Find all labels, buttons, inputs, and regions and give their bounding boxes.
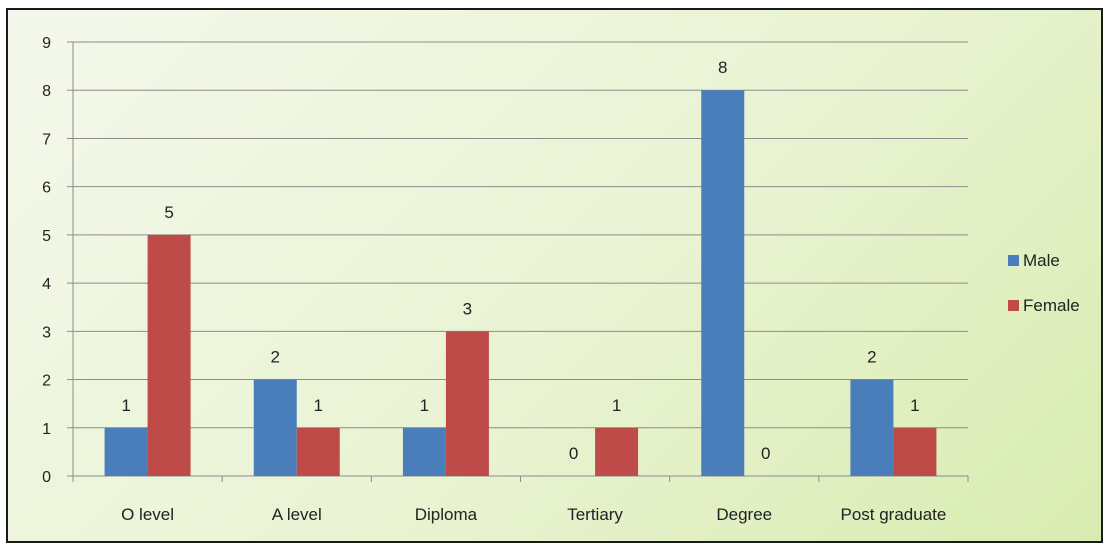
chart-frame: 0 1 2 3 4 5 6 7 8 9 O level A level Diploma Tertiary D…: [6, 8, 1103, 543]
data-label-male: 8: [718, 58, 727, 77]
bars: [104, 90, 937, 476]
y-tick-label: 5: [42, 228, 51, 245]
y-tick-label: 6: [42, 180, 51, 197]
legend-label-female: Female: [1023, 296, 1080, 315]
bar-chart: 0 1 2 3 4 5 6 7 8 9 O level A level Diploma Tertiary D…: [42, 35, 1080, 524]
x-category-label: Post graduate: [840, 505, 946, 524]
bar-male: [701, 90, 745, 476]
y-tick-label: 7: [42, 131, 51, 148]
x-category-label: A level: [272, 505, 322, 524]
legend-swatch-female: [1008, 300, 1019, 311]
y-tick-label: 9: [42, 35, 51, 52]
data-label-female: 1: [612, 396, 621, 415]
y-tick-label: 3: [42, 324, 51, 341]
bar-female: [147, 234, 191, 476]
bar-male: [104, 427, 148, 476]
data-label-male: 1: [420, 396, 429, 415]
x-category-label: Degree: [716, 505, 772, 524]
y-tick-label: 0: [42, 469, 51, 486]
bar-male: [402, 427, 446, 476]
legend: Male Female: [1008, 251, 1080, 315]
bar-female: [445, 331, 489, 476]
axes: 0 1 2 3 4 5 6 7 8 9 O level A level Diploma Tertiary D…: [42, 35, 969, 524]
y-tick-label: 8: [42, 83, 51, 100]
x-category-label: Tertiary: [567, 505, 623, 524]
data-label-male: 0: [569, 444, 578, 463]
data-label-female: 1: [910, 396, 919, 415]
data-label-male: 2: [271, 348, 280, 367]
legend-swatch-male: [1008, 255, 1019, 266]
gridlines: [73, 41, 968, 429]
data-labels: 1 5 2 1 1 3 0 1 8 0 2 1: [121, 58, 919, 463]
data-label-female: 3: [463, 299, 472, 318]
y-tick-label: 4: [42, 276, 51, 293]
bar-female: [296, 427, 340, 476]
data-label-male: 2: [867, 348, 876, 367]
data-label-female: 0: [761, 444, 770, 463]
bar-female: [595, 427, 639, 476]
legend-label-male: Male: [1023, 251, 1060, 270]
y-tick-label: 1: [42, 421, 51, 438]
data-label-female: 5: [164, 203, 173, 222]
bar-male: [253, 379, 297, 476]
bar-female: [893, 427, 937, 476]
data-label-male: 1: [121, 396, 130, 415]
bar-male: [850, 379, 894, 476]
x-category-label: O level: [121, 505, 174, 524]
data-label-female: 1: [314, 396, 323, 415]
y-tick-label: 2: [42, 373, 51, 390]
x-category-label: Diploma: [415, 505, 478, 524]
